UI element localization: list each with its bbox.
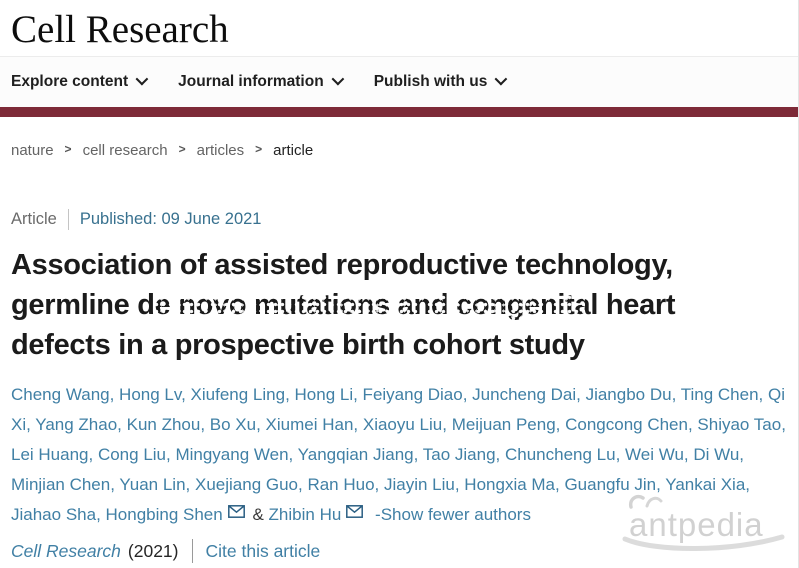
article-type-label: Article	[11, 210, 57, 228]
swoosh-icon	[622, 534, 785, 551]
vertical-divider	[191, 539, 193, 563]
chevron-down-icon	[135, 72, 149, 85]
article-title: Association of assisted reproductive tec…	[11, 245, 751, 365]
chevron-down-icon	[331, 72, 344, 85]
article-title-text: Association of assisted reproductive tec…	[11, 249, 676, 361]
nav-label: Journal information	[178, 73, 324, 90]
published-date: Published: 09 June 2021	[79, 210, 262, 228]
author-names[interactable]: Cheng Wang, Hong Lv, Xiufeng Ling, Hong …	[11, 385, 786, 524]
breadcrumb-nature[interactable]: nature	[11, 142, 54, 159]
author-name-last[interactable]: Zhibin Hu	[268, 505, 342, 524]
breadcrumb: nature > cell research > articles > arti…	[11, 141, 787, 160]
article-meta: Article Published: 09 June 2021	[11, 209, 787, 230]
chevron-right-icon: >	[178, 141, 186, 156]
nav-label: Explore content	[11, 73, 129, 90]
breadcrumb-cell-research[interactable]: cell research	[82, 142, 168, 159]
chevron-down-icon	[494, 72, 508, 85]
cite-this-article-link[interactable]: Cite this article	[205, 540, 321, 561]
breadcrumb-current-article: article	[273, 142, 314, 159]
email-icon[interactable]	[346, 505, 364, 518]
antpedia-text: antpedia	[629, 506, 764, 543]
masthead: Cell Research	[0, 0, 798, 57]
nav-publish-with-us[interactable]: Publish with us	[373, 72, 508, 91]
chevron-right-icon: >	[255, 141, 263, 156]
breadcrumb-articles[interactable]: articles	[196, 142, 245, 159]
citation-year: (2021)	[127, 540, 179, 561]
antenna-curl-icon	[628, 494, 663, 509]
ampersand: &	[252, 505, 264, 524]
vertical-divider	[67, 209, 69, 230]
email-icon[interactable]	[227, 505, 245, 518]
nav-label: Publish with us	[373, 73, 488, 90]
author-list: Cheng Wang, Hong Lv, Xiufeng Ling, Hong …	[11, 380, 787, 530]
citation-row: Cell Research (2021) Cite this article	[11, 539, 787, 563]
nav-journal-information[interactable]: Journal information	[178, 72, 344, 91]
citation-journal: Cell Research	[11, 540, 121, 561]
antpedia-watermark: antpedia	[621, 492, 786, 554]
show-fewer-authors-link[interactable]: -Show fewer authors	[375, 505, 531, 524]
brand-accent-bar	[0, 107, 798, 117]
journal-title[interactable]: Cell Research	[11, 8, 229, 51]
nav-explore-content[interactable]: Explore content	[11, 72, 149, 91]
navbar: Explore content Journal information Publ…	[0, 57, 798, 107]
chevron-right-icon: >	[64, 141, 72, 156]
